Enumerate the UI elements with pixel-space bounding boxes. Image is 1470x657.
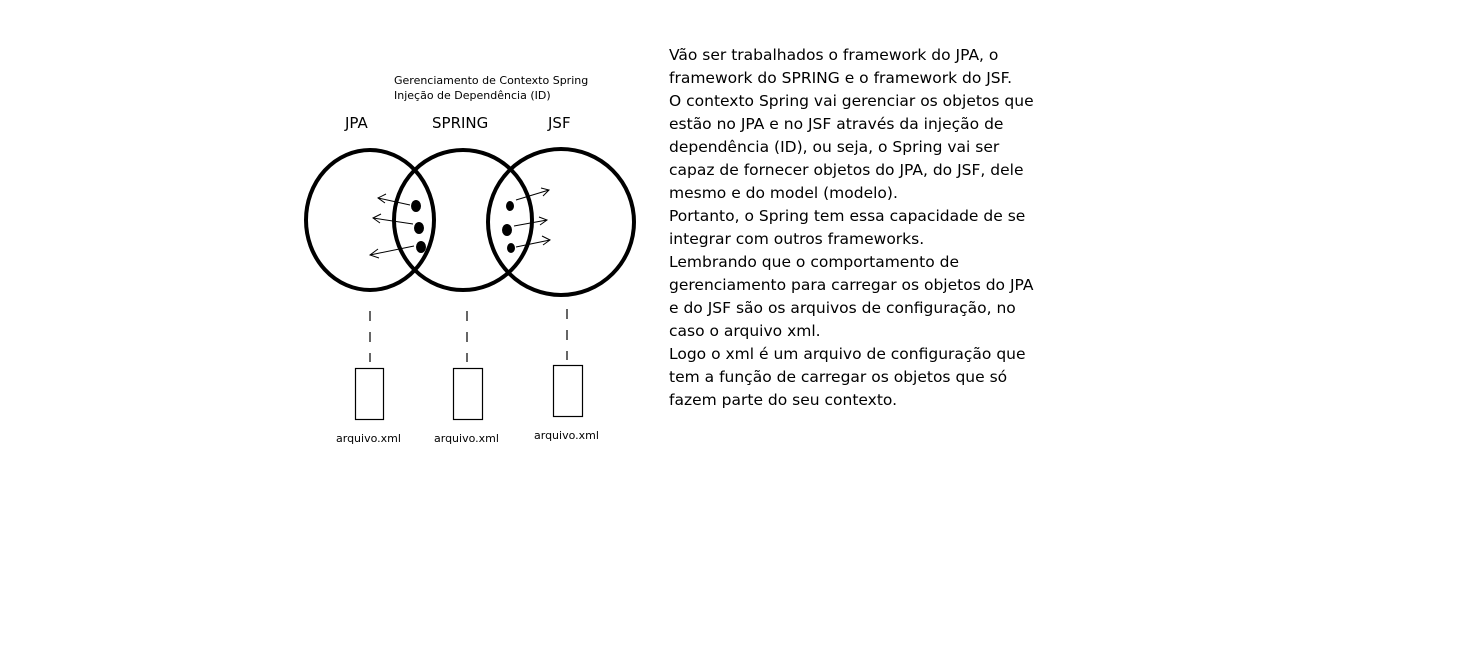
diagram-header-line1: Gerenciamento de Contexto Spring [394,74,588,87]
file-box-spring [452,367,484,421]
arrow-right [515,187,550,201]
object-dot [506,201,514,211]
explanation-line: framework do SPRING e o framework do JSF… [669,69,1012,87]
object-dot [507,243,515,253]
explanation-line: capaz de fornecer objetos do JPA, do JSF… [669,161,1024,179]
explanation-line: Lembrando que o comportamento de [669,253,960,271]
object-dot [502,224,512,236]
explanation-line: gerenciamento para carregar os objetos d… [669,276,1034,294]
explanation-line: Vão ser trabalhados o framework do JPA, … [669,46,999,64]
circle-jpa [304,148,436,292]
file-box-jpa [354,367,385,421]
explanation-line: caso o arquivo xml. [669,322,821,340]
circle-jsf [486,147,636,297]
explanation-line: integrar com outros frameworks. [669,230,925,248]
arrow-left [372,213,414,225]
object-dot [414,222,424,234]
arrow-left [368,245,415,259]
explanation-line: mesmo e do model (modelo). [669,184,898,202]
file-label-jpa: arquivo.xml [336,432,401,445]
arrow-left [377,193,411,206]
explanation-line: Portanto, o Spring tem essa capacidade d… [669,207,1026,225]
object-dot [416,241,426,253]
diagram-header-line2: Injeção de Dependência (ID) [394,89,551,102]
explanation-line: fazem parte do seu contexto. [669,391,898,409]
explanation-line: Logo o xml é um arquivo de configuração … [669,345,1026,363]
explanation-line: dependência (ID), ou seja, o Spring vai … [669,138,1000,156]
file-label-spring: arquivo.xml [434,432,499,445]
object-dot [411,200,421,212]
explanation-text: Vão ser trabalhados o framework do JPA, … [669,44,1069,412]
circle-spring [392,148,534,292]
explanation-line: estão no JPA e no JSF através da injeção… [669,115,1004,133]
explanation-line: e do JSF são os arquivos de configuração… [669,299,1016,317]
venn-diagram: Gerenciamento de Contexto Spring Injeção… [304,74,636,445]
file-box-jsf [552,364,584,418]
label-jpa: JPA [344,114,369,132]
explanation-line: O contexto Spring vai gerenciar os objet… [669,92,1034,110]
label-spring: SPRING [432,114,488,132]
label-jsf: JSF [547,114,571,132]
arrow-right [513,216,549,227]
explanation-line: tem a função de carregar os objetos que … [669,368,1008,386]
file-label-jsf: arquivo.xml [534,429,599,442]
arrow-right [515,235,551,248]
